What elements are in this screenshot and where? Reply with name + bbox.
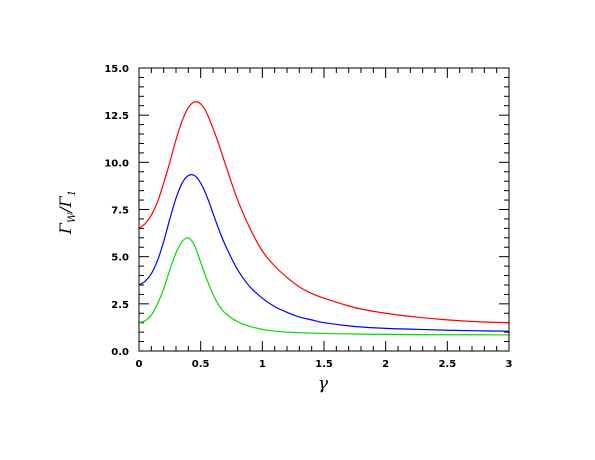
y-axis-label: ΓW/Γ1	[56, 190, 78, 235]
x-tick-label: 0.5	[192, 359, 210, 370]
y-tick-label: 10.0	[104, 158, 129, 169]
y-tick-label: 7.5	[111, 206, 129, 217]
x-axis-ticks: 0 0.5 1 1.5 2 2.5 3	[136, 68, 513, 370]
series-layer	[138, 101, 510, 336]
series-line-3	[138, 237, 510, 336]
y-tick-label: 2.5	[111, 300, 129, 311]
plot-frame	[138, 67, 510, 352]
x-tick-label: 3	[506, 359, 513, 370]
y-axis-ticks: 0.0 2.5 5.0 7.5 10.0 12.5 15.0	[104, 64, 509, 358]
y-tick-label: 15.0	[104, 64, 129, 75]
x-tick-label: 1.5	[315, 359, 333, 370]
series-line-2	[138, 173, 510, 332]
y-axis-label-gamma-2: Γ	[56, 195, 75, 208]
x-tick-label: 1	[259, 359, 266, 370]
x-tick-label: 0	[136, 359, 143, 370]
x-axis-label: γ	[318, 374, 329, 394]
series-line-1	[138, 101, 510, 324]
y-axis-label-gamma-1: Γ	[56, 222, 75, 235]
y-axis-label-sub-1: 1	[67, 190, 78, 196]
y-tick-label: 5.0	[111, 253, 129, 264]
x-tick-label: 2.5	[438, 359, 456, 370]
y-tick-label: 12.5	[104, 111, 129, 122]
y-axis-label-slash: /	[56, 206, 75, 215]
y-axis-label-sub-w: W	[67, 212, 78, 223]
x-tick-label: 2	[382, 359, 389, 370]
y-tick-label: 0.0	[111, 347, 129, 358]
